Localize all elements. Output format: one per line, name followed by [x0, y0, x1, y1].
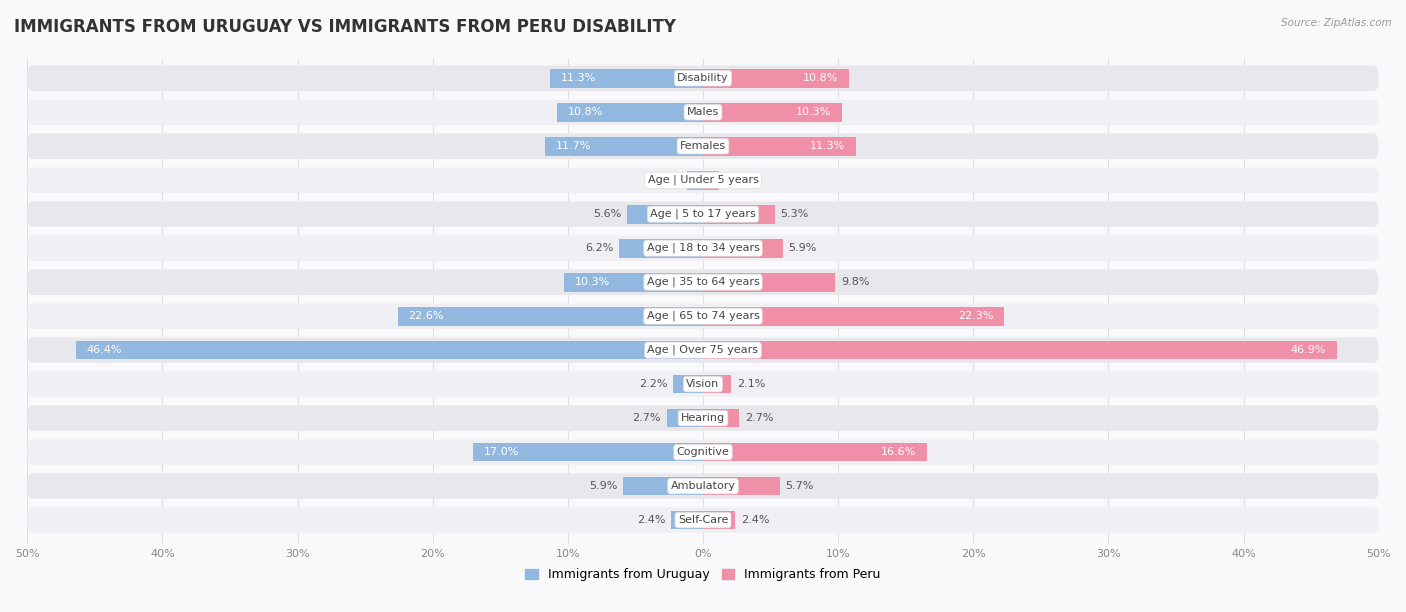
Text: Cognitive: Cognitive [676, 447, 730, 457]
Bar [703, 137, 856, 155]
Bar [703, 409, 740, 427]
Bar [398, 307, 703, 326]
FancyBboxPatch shape [27, 439, 1379, 465]
FancyBboxPatch shape [27, 168, 1379, 193]
Bar [703, 442, 928, 461]
Text: 2.2%: 2.2% [640, 379, 668, 389]
Text: Hearing: Hearing [681, 413, 725, 423]
Text: Age | 18 to 34 years: Age | 18 to 34 years [647, 243, 759, 253]
Bar [546, 137, 703, 155]
Text: 22.3%: 22.3% [957, 311, 994, 321]
Bar [671, 511, 703, 529]
Bar [703, 511, 735, 529]
Bar [623, 477, 703, 496]
Text: Vision: Vision [686, 379, 720, 389]
FancyBboxPatch shape [27, 337, 1379, 363]
Text: 10.3%: 10.3% [575, 277, 610, 287]
Text: 2.7%: 2.7% [633, 413, 661, 423]
Bar [666, 409, 703, 427]
Text: Males: Males [688, 107, 718, 118]
Text: 11.3%: 11.3% [810, 141, 845, 151]
Bar [474, 442, 703, 461]
Text: Ambulatory: Ambulatory [671, 481, 735, 491]
FancyBboxPatch shape [27, 236, 1379, 261]
Bar [703, 69, 849, 88]
Text: IMMIGRANTS FROM URUGUAY VS IMMIGRANTS FROM PERU DISABILITY: IMMIGRANTS FROM URUGUAY VS IMMIGRANTS FR… [14, 18, 676, 36]
FancyBboxPatch shape [27, 65, 1379, 91]
FancyBboxPatch shape [27, 133, 1379, 159]
Bar [564, 273, 703, 291]
Text: 46.9%: 46.9% [1291, 345, 1326, 355]
Text: Disability: Disability [678, 73, 728, 83]
FancyBboxPatch shape [27, 269, 1379, 295]
Text: 11.7%: 11.7% [555, 141, 591, 151]
Text: 5.6%: 5.6% [593, 209, 621, 219]
Text: 46.4%: 46.4% [87, 345, 122, 355]
Text: Age | Under 5 years: Age | Under 5 years [648, 175, 758, 185]
Text: Source: ZipAtlas.com: Source: ZipAtlas.com [1281, 18, 1392, 28]
FancyBboxPatch shape [27, 405, 1379, 431]
Text: 5.3%: 5.3% [780, 209, 808, 219]
Bar [76, 341, 703, 359]
Bar [703, 273, 835, 291]
Text: 22.6%: 22.6% [408, 311, 444, 321]
Bar [673, 375, 703, 394]
Text: 17.0%: 17.0% [484, 447, 519, 457]
Bar [703, 171, 720, 190]
Bar [703, 341, 1337, 359]
Bar [703, 239, 783, 258]
Text: 10.3%: 10.3% [796, 107, 831, 118]
Text: Age | 35 to 64 years: Age | 35 to 64 years [647, 277, 759, 288]
Text: 11.3%: 11.3% [561, 73, 596, 83]
Text: 1.2%: 1.2% [652, 175, 682, 185]
FancyBboxPatch shape [27, 473, 1379, 499]
Text: 5.9%: 5.9% [589, 481, 617, 491]
Bar [703, 307, 1004, 326]
Text: 10.8%: 10.8% [803, 73, 838, 83]
Text: 16.6%: 16.6% [882, 447, 917, 457]
Text: Females: Females [681, 141, 725, 151]
FancyBboxPatch shape [27, 304, 1379, 329]
Bar [703, 375, 731, 394]
FancyBboxPatch shape [27, 100, 1379, 125]
Text: Age | Over 75 years: Age | Over 75 years [648, 345, 758, 356]
Bar [557, 103, 703, 122]
Bar [703, 477, 780, 496]
Text: Self-Care: Self-Care [678, 515, 728, 525]
Text: Age | 5 to 17 years: Age | 5 to 17 years [650, 209, 756, 220]
Bar [703, 205, 775, 223]
Bar [703, 103, 842, 122]
Text: 2.4%: 2.4% [637, 515, 665, 525]
Bar [627, 205, 703, 223]
Text: 5.9%: 5.9% [789, 243, 817, 253]
FancyBboxPatch shape [27, 371, 1379, 397]
Text: 1.2%: 1.2% [724, 175, 754, 185]
Text: 6.2%: 6.2% [585, 243, 614, 253]
Text: 9.8%: 9.8% [841, 277, 869, 287]
FancyBboxPatch shape [27, 507, 1379, 533]
Bar [686, 171, 703, 190]
Text: 2.4%: 2.4% [741, 515, 769, 525]
Bar [619, 239, 703, 258]
Text: Age | 65 to 74 years: Age | 65 to 74 years [647, 311, 759, 321]
Legend: Immigrants from Uruguay, Immigrants from Peru: Immigrants from Uruguay, Immigrants from… [520, 563, 886, 586]
Text: 2.1%: 2.1% [737, 379, 765, 389]
FancyBboxPatch shape [27, 201, 1379, 227]
Bar [550, 69, 703, 88]
Text: 2.7%: 2.7% [745, 413, 773, 423]
Text: 5.7%: 5.7% [786, 481, 814, 491]
Text: 10.8%: 10.8% [568, 107, 603, 118]
